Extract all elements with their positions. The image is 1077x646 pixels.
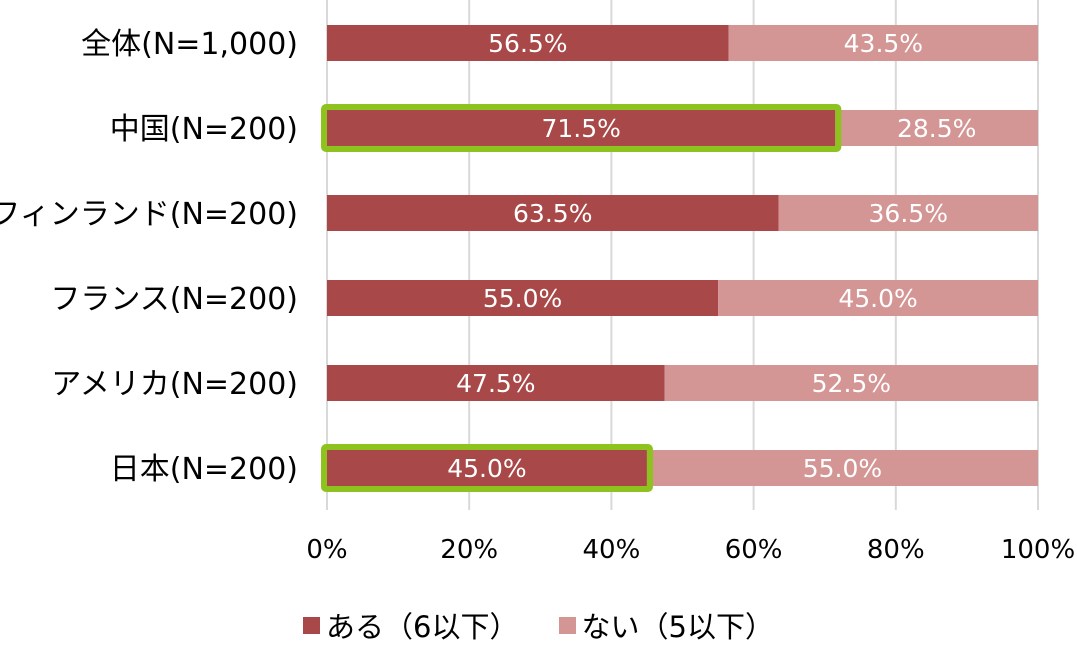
bar-aru xyxy=(327,195,779,231)
highlight-box xyxy=(321,104,842,152)
bar-aru xyxy=(327,25,729,61)
bar-nai xyxy=(646,450,1038,486)
bars xyxy=(327,25,1038,486)
legend-swatch-aru xyxy=(303,616,321,634)
x-tick-label: 0% xyxy=(306,535,347,565)
x-tick-label: 20% xyxy=(440,535,498,565)
highlight-box xyxy=(321,444,653,492)
legend: ある（6以下） ない（5以下） xyxy=(0,605,1077,645)
data-label: 55.0% xyxy=(483,284,562,313)
data-label: 45.0% xyxy=(447,454,526,483)
bar-aru xyxy=(327,280,719,316)
legend-item-nai: ない（5以下） xyxy=(558,604,774,646)
x-tick-label: 100% xyxy=(1001,535,1075,565)
data-label: 43.5% xyxy=(844,29,923,58)
category-labels: 全体(N=1,000) 中国(N=200) フィンランド(N=200) フランス(N=… xyxy=(0,27,298,487)
x-tick-label: 80% xyxy=(867,535,925,565)
data-label: 36.5% xyxy=(869,199,948,228)
data-label: 71.5% xyxy=(541,114,620,143)
category-label: アメリカ(N=200) xyxy=(51,367,298,402)
bar-aru xyxy=(327,365,665,401)
category-label: 中国(N=200) xyxy=(110,112,298,147)
data-label: 63.5% xyxy=(513,199,592,228)
bar-nai xyxy=(718,280,1038,316)
category-label: 全体(N=1,000) xyxy=(81,27,298,62)
legend-label-nai: ない（5以下） xyxy=(581,610,774,644)
data-label: 47.5% xyxy=(456,369,535,398)
x-tick-label: 60% xyxy=(725,535,783,565)
category-label: フィンランド(N=200) xyxy=(0,197,298,232)
bar-aru xyxy=(327,110,836,146)
data-label: 28.5% xyxy=(897,114,976,143)
bar-nai xyxy=(728,25,1038,61)
bar-aru xyxy=(327,450,647,486)
category-label: フランス(N=200) xyxy=(50,282,298,317)
gridlines xyxy=(326,0,1039,510)
legend-label-aru: ある（6以下） xyxy=(326,610,519,644)
data-label: 45.0% xyxy=(838,284,917,313)
highlight-boxes xyxy=(321,104,842,492)
data-label: 52.5% xyxy=(812,369,891,398)
legend-swatch-nai xyxy=(558,616,576,634)
category-label: 日本(N=200) xyxy=(110,452,298,487)
bar-nai xyxy=(835,110,1038,146)
data-label: 56.5% xyxy=(488,29,567,58)
bar-nai xyxy=(664,365,1038,401)
legend-item-aru: ある（6以下） xyxy=(303,604,519,646)
data-labels: 56.5% 43.5% 71.5% 28.5% 63.5% 36.5% 55.0% 45.0%… xyxy=(447,29,976,483)
x-axis-tick-labels: 0% 20% 40% 60% 80% 100% xyxy=(306,535,1075,565)
data-label: 55.0% xyxy=(803,454,882,483)
stacked-bar-chart: 56.5% 43.5% 71.5% 28.5% 63.5% 36.5% 55.0% 45.0%… xyxy=(0,0,1075,565)
bar-nai xyxy=(778,195,1038,231)
x-tick-label: 40% xyxy=(583,535,641,565)
